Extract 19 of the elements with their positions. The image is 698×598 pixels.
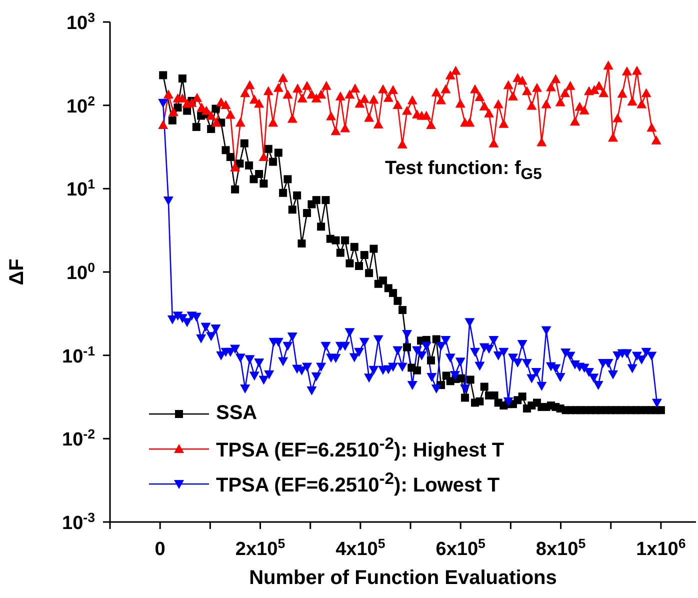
y-tick-label: 10$^{-2}$: [62, 426, 95, 451]
x-tick-label: 2x10$^{5}$: [235, 536, 286, 560]
y-tick-label: 10$^{-3}$: [62, 510, 95, 534]
y-tick-label: 10$^{1}$: [66, 176, 96, 201]
legend-label: TPSA (EF=6.2510$^{-2}$): Highest T: [216, 434, 504, 463]
y-tick-label: 10$^{2}$: [66, 92, 95, 118]
y-tick-label: 10$^{-1}$: [62, 342, 96, 368]
legend-label: TPSA (EF=6.2510$^{-2}$): Lowest T: [216, 469, 500, 498]
y-tick-label: 10$^{3}$: [66, 10, 95, 34]
annotation: Test function: f$_{G5}$: [385, 158, 542, 184]
x-tick-label: 6x10$^{5}$: [436, 536, 486, 560]
x-tick-label: 1x10$^{6}$: [636, 536, 686, 560]
x-tick-label: 4x10$^{5}$: [336, 536, 386, 560]
x-tick-label: 8x10$^{5}$: [536, 536, 586, 560]
y-axis-title: ΔF: [6, 258, 28, 286]
x-axis-title: Number of Function Evaluations: [249, 567, 557, 589]
x-tick-label: 0: [154, 539, 166, 560]
legend-label: SSA: [216, 402, 258, 425]
y-tick-label: 10$^{0}$: [66, 260, 95, 284]
